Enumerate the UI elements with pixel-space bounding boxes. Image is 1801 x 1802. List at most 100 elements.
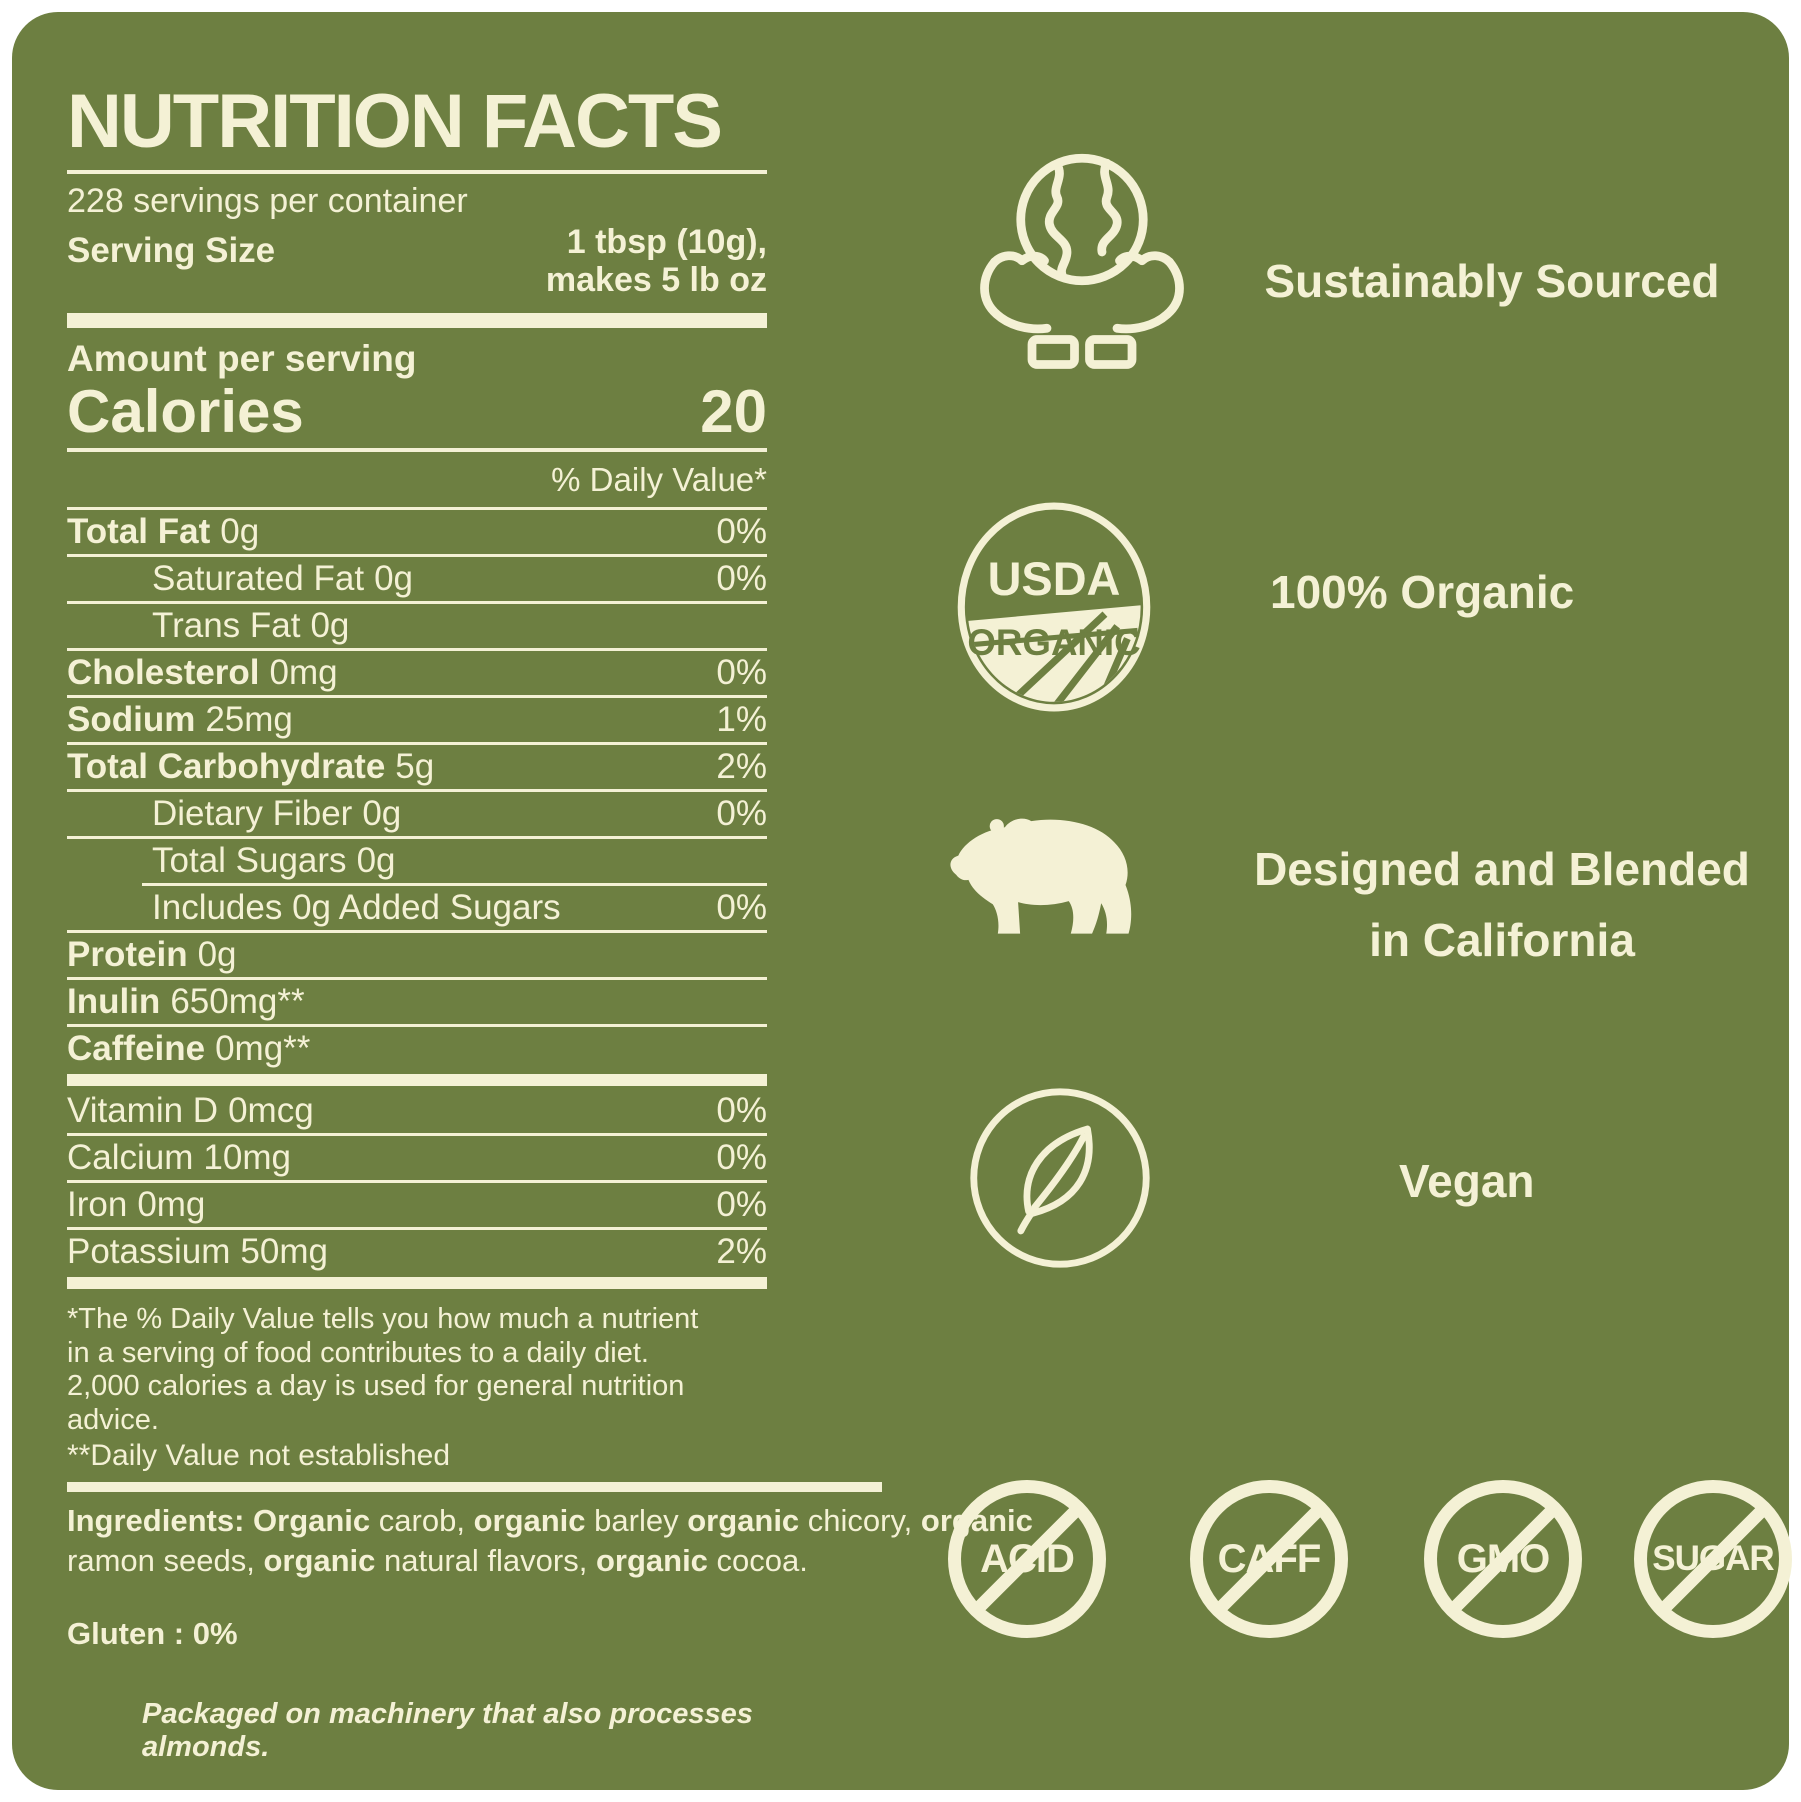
ingredients-segment: organic	[473, 1503, 586, 1539]
row-divider	[67, 976, 767, 980]
nutrient-row: Calcium 10mg 0%	[67, 1136, 767, 1180]
nutrient-row: Cholesterol 0mg 0%	[67, 651, 767, 695]
blended-line2: in California	[1369, 914, 1635, 967]
vegan-label: Vegan	[1399, 1155, 1535, 1207]
nutrient-row: Dietary Fiber 0g 0%	[67, 792, 767, 836]
no-sugar-text: SUGAR	[1652, 1539, 1774, 1578]
no-sugar-badge: SUGAR	[1634, 1480, 1792, 1638]
nutrient-amount: 0mcg	[228, 1090, 314, 1130]
row-divider	[67, 694, 767, 698]
nutrient-name: Vitamin D	[67, 1090, 219, 1130]
serving-size-line1: 1 tbsp (10g),	[566, 222, 767, 261]
nutrient-row: Vitamin D 0mcg 0%	[67, 1089, 767, 1133]
ingredients-segment: organic	[595, 1542, 708, 1578]
nutrient-amount: 0g	[362, 793, 402, 833]
nutrient-name: Includes 0g Added Sugars	[152, 887, 561, 927]
nutrient-row: Inulin 650mg**	[67, 980, 767, 1024]
row-divider	[67, 647, 767, 651]
nutrient-daily-value: 0%	[716, 793, 767, 833]
daily-value-footnote: *The % Daily Value tells you how much a …	[67, 1302, 699, 1436]
thick-divider-top	[67, 312, 767, 328]
nutrient-daily-value: 2%	[716, 746, 767, 786]
nutrient-row: Sodium 25mg 1%	[67, 698, 767, 742]
nutrient-row: Caffeine 0mg**	[67, 1027, 767, 1071]
ingredients-divider	[67, 1482, 882, 1493]
row-divider	[67, 835, 767, 839]
nutrient-name: Total Sugars	[152, 840, 347, 880]
nutrient-amount: 0g	[197, 934, 237, 974]
nutrient-daily-value: 2%	[716, 1231, 767, 1271]
nutrient-row: Total Sugars 0g	[67, 839, 767, 883]
nutrient-name: Protein	[67, 934, 188, 974]
no-acid-badge: ACID	[948, 1480, 1106, 1638]
nutrient-amount: 0g	[374, 558, 414, 598]
calories-label: Calories	[67, 377, 304, 445]
nutrient-row: Potassium 50mg 2%	[67, 1230, 767, 1274]
nutrient-amount: 650mg**	[170, 981, 305, 1021]
ingredients-segment: natural flavors,	[375, 1542, 596, 1578]
row-divider	[67, 506, 767, 510]
nutrient-name: Inulin	[67, 981, 161, 1021]
row-divider	[67, 1132, 767, 1136]
nutrient-daily-value: 1%	[716, 699, 767, 739]
row-divider	[67, 1023, 767, 1027]
ingredients-segment: cocoa.	[707, 1542, 808, 1578]
nutrient-row: Includes 0g Added Sugars 0%	[67, 886, 767, 930]
daily-value-header: % Daily Value*	[551, 460, 767, 498]
row-divider	[67, 600, 767, 604]
serving-size-row: Serving Size 1 tbsp (10g), makes 5 lb oz	[67, 223, 767, 299]
nutrient-amount: 0mg	[137, 1184, 206, 1224]
nutrient-amount: 0g	[220, 511, 260, 551]
nutrient-name: Caffeine	[67, 1028, 206, 1068]
leaf-circle-icon	[970, 1088, 1150, 1268]
nutrient-daily-value: 0%	[716, 511, 767, 551]
nutrient-name: Potassium	[67, 1231, 231, 1271]
nutrient-amount: 0g	[310, 605, 350, 645]
row-divider	[67, 788, 767, 792]
ingredients-segment: barley	[585, 1503, 688, 1539]
earth-hands-icon	[980, 153, 1184, 369]
nutrient-row: Total Fat 0g 0%	[67, 510, 767, 554]
nutrient-daily-value: 0%	[716, 1184, 767, 1224]
nutrient-name: Dietary Fiber	[152, 793, 353, 833]
nutrient-name: Calcium	[67, 1137, 194, 1177]
nutrient-daily-value: 0%	[716, 887, 767, 927]
ingredients-segment: organic	[687, 1503, 800, 1539]
ingredients-segment: ramon seeds,	[67, 1542, 264, 1578]
nutrient-name: Saturated Fat	[152, 558, 365, 598]
ingredients-segment: carob,	[370, 1503, 474, 1539]
nutrient-daily-value: 0%	[716, 652, 767, 692]
nutrient-daily-value: 0%	[716, 558, 767, 598]
row-divider	[67, 1179, 767, 1183]
nutrient-amount: 25mg	[205, 699, 293, 739]
nutrient-amount: 0g	[356, 840, 396, 880]
row-divider	[142, 882, 767, 886]
amount-per-serving: Amount per serving	[67, 337, 417, 379]
nutrient-row: Iron 0mg 0%	[67, 1183, 767, 1227]
sustainably-sourced-label: Sustainably Sourced	[1264, 255, 1720, 307]
nutrient-name: Total Carbohydrate	[67, 746, 386, 786]
servings-per-container: 228 servings per container	[67, 181, 468, 220]
no-gmo-badge: GMO	[1424, 1480, 1582, 1638]
nutrient-amount: 0mg	[269, 652, 338, 692]
nutrient-name: Sodium	[67, 699, 196, 739]
calories-value: 20	[700, 377, 767, 445]
nutrient-amount: 10mg	[203, 1137, 291, 1177]
usda-organic-icon: USDA ORGANIC	[957, 502, 1151, 712]
ingredients-segment: organic	[263, 1542, 376, 1578]
dv-not-established-note: **Daily Value not established	[67, 1439, 451, 1473]
no-caffeine-badge: CAFF	[1190, 1480, 1348, 1638]
nutrient-row: Protein 0g	[67, 933, 767, 977]
label-panel: NUTRITION FACTS 228 servings per contain…	[12, 12, 1792, 1790]
nutrient-row: Total Carbohydrate 5g 2%	[67, 745, 767, 789]
row-divider	[67, 741, 767, 745]
svg-text:USDA: USDA	[988, 553, 1121, 605]
nutrient-amount: 5g	[395, 746, 435, 786]
serving-size-line2: makes 5 lb oz	[545, 260, 767, 299]
gluten-note: Gluten : 0%	[67, 1615, 238, 1651]
nutrient-row: Saturated Fat 0g 0%	[67, 557, 767, 601]
nutrient-name: Cholesterol	[67, 652, 260, 692]
ingredients-segment: Ingredients: Organic	[67, 1503, 371, 1539]
row-divider	[67, 929, 767, 933]
no-caffeine-text: CAFF	[1217, 1536, 1322, 1581]
